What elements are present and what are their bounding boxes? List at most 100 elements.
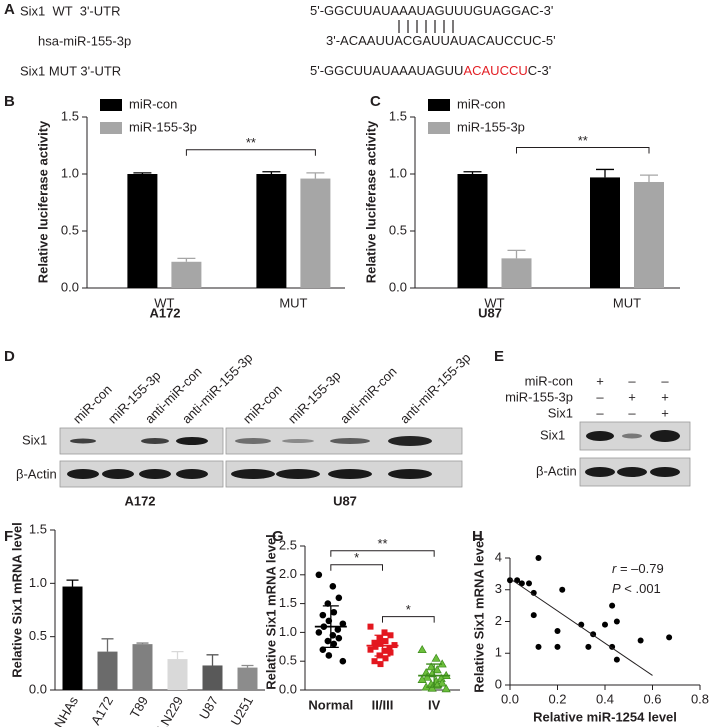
annotation-text: < .001 bbox=[621, 581, 661, 596]
point bbox=[535, 555, 542, 561]
x-axis-label: Relative miR-1254 level bbox=[533, 709, 677, 724]
point bbox=[324, 600, 332, 607]
y-tick-label: 1.0 bbox=[279, 624, 297, 639]
point bbox=[426, 662, 436, 671]
significance-bracket bbox=[382, 616, 435, 623]
bar bbox=[167, 659, 188, 690]
panel-label: F bbox=[4, 528, 13, 545]
point bbox=[437, 678, 447, 687]
x-tick-label: NHAs bbox=[51, 693, 81, 727]
error-bar bbox=[101, 638, 114, 652]
point bbox=[382, 638, 389, 645]
condition-label: miR-con bbox=[525, 373, 573, 388]
cell-line-label: U87 bbox=[333, 493, 357, 508]
lane-label: miR-155-3p bbox=[285, 368, 344, 427]
sequence-part: C-3' bbox=[528, 63, 551, 78]
y-tick-label: 1 bbox=[495, 645, 502, 660]
blot-row-label: Six1 bbox=[22, 432, 47, 447]
x-tick-label: 0.8 bbox=[691, 691, 709, 706]
x-tick-label: U87 bbox=[196, 694, 221, 722]
point bbox=[637, 637, 644, 644]
point bbox=[431, 653, 441, 662]
y-axis-label: Relative Six1 mRNA level bbox=[471, 537, 486, 693]
annotation: P < .001 bbox=[612, 581, 661, 596]
point bbox=[609, 643, 616, 650]
point bbox=[518, 580, 525, 587]
y-tick-label: 4 bbox=[495, 549, 502, 564]
annotation: r = –0.79 bbox=[612, 561, 664, 576]
bar bbox=[501, 258, 532, 288]
error-bar bbox=[171, 650, 184, 660]
point bbox=[514, 577, 521, 584]
point bbox=[609, 602, 616, 609]
error-bar bbox=[463, 171, 482, 174]
y-axis-label: Relative Six1 mRNA level bbox=[9, 522, 24, 678]
sd-bar bbox=[374, 634, 391, 657]
point bbox=[381, 647, 388, 654]
x-tick-label: T89 bbox=[127, 694, 151, 721]
legend-label: miR-155-3p bbox=[457, 119, 525, 134]
point bbox=[330, 640, 338, 648]
point bbox=[315, 629, 323, 636]
error-bar bbox=[507, 249, 526, 259]
point bbox=[371, 658, 378, 665]
point bbox=[335, 594, 343, 602]
x-axis-label: A172 bbox=[149, 305, 180, 320]
panel-label: C bbox=[370, 93, 381, 110]
significance-bracket bbox=[516, 146, 650, 154]
y-tick-label: 0.5 bbox=[61, 222, 79, 237]
point bbox=[666, 634, 673, 641]
x-tick-label: U251 bbox=[228, 694, 257, 727]
legend-swatch bbox=[428, 122, 450, 134]
bar bbox=[202, 665, 223, 690]
x-tick-label: A172 bbox=[88, 694, 116, 727]
point bbox=[376, 635, 383, 642]
point bbox=[535, 643, 542, 650]
bar bbox=[171, 261, 202, 288]
point bbox=[382, 655, 389, 662]
point bbox=[417, 644, 427, 654]
bar bbox=[256, 174, 287, 288]
y-tick-label: 0 bbox=[495, 676, 502, 691]
lane-label: anti-miR-155-3p bbox=[397, 350, 474, 427]
x-tick-label: MUT bbox=[613, 295, 641, 310]
blot bbox=[59, 427, 463, 488]
blot-row-label: Six1 bbox=[540, 427, 565, 442]
x-tick-label: 0.4 bbox=[596, 691, 614, 706]
point bbox=[377, 640, 384, 647]
x-tick-label: II/III bbox=[372, 697, 394, 712]
bar bbox=[634, 181, 664, 288]
bar bbox=[127, 174, 158, 288]
annotation-symbol: r bbox=[612, 561, 617, 576]
point bbox=[441, 684, 451, 693]
legend-label: miR-con bbox=[457, 96, 505, 111]
point bbox=[339, 657, 347, 665]
error-bar bbox=[177, 257, 196, 262]
sequence-part: 3'-ACAAUUACGAUUAUACAUCCUC-5' bbox=[326, 33, 556, 48]
error-bar bbox=[640, 174, 658, 182]
x-tick-label: MUT bbox=[279, 295, 307, 310]
x-tick-label: 0.2 bbox=[548, 691, 566, 706]
point bbox=[339, 620, 347, 628]
point bbox=[371, 639, 378, 646]
y-tick-label: 2.0 bbox=[279, 566, 297, 581]
point bbox=[386, 645, 393, 652]
condition-mark: + bbox=[596, 373, 604, 388]
cell-line-label: A172 bbox=[124, 493, 155, 508]
lane-label: anti-miR-con bbox=[337, 364, 400, 427]
lane-label: miR-con bbox=[240, 382, 285, 427]
condition-mark: + bbox=[661, 389, 669, 404]
point bbox=[319, 646, 327, 653]
y-tick-label: 1.0 bbox=[61, 165, 79, 180]
point bbox=[387, 649, 394, 656]
condition-label: Six1 bbox=[548, 405, 573, 420]
error-bar bbox=[66, 579, 79, 587]
y-axis-label: Relative luciferase activity bbox=[363, 120, 378, 283]
condition-mark: + bbox=[661, 405, 669, 420]
condition-mark: – bbox=[661, 373, 669, 388]
x-tick-label: IV bbox=[428, 697, 441, 712]
base-pairing bbox=[398, 20, 454, 33]
significance-bracket bbox=[330, 564, 383, 571]
point bbox=[315, 571, 323, 579]
y-tick-label: 0.5 bbox=[279, 653, 297, 668]
